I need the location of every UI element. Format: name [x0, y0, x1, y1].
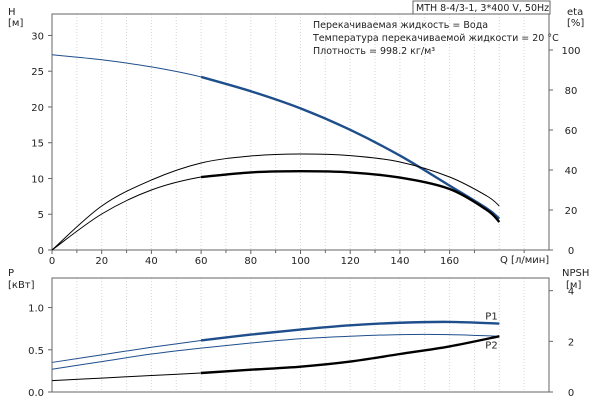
eta-tick-label: 80	[565, 86, 578, 97]
h-tick-label: 0	[38, 246, 44, 257]
info-line-fluid: Перекачиваемая жидкость = Вода	[313, 20, 488, 31]
p-axis-label: P	[8, 268, 14, 279]
eta-axis-label: eta	[567, 7, 583, 18]
npsh-tick-label: 0	[568, 388, 574, 399]
bottom-curves	[51, 320, 500, 382]
x-tick-label: 40	[145, 256, 158, 267]
series-line-1	[51, 333, 500, 370]
series-line-0-duty	[200, 320, 500, 342]
npsh-axis-label: NPSH	[562, 268, 589, 279]
series-line-2-duty	[200, 169, 501, 223]
top-x-ticks: 0 20 40 60 80 100 120 140 160	[49, 250, 525, 267]
x-tick-label: 120	[341, 256, 360, 267]
npsh-tick-label: 2	[568, 337, 574, 348]
bottom-panel: 0.0 0.5 1.0 0 2 4 P [кВт] NPSH [м] P1 P2	[8, 268, 589, 399]
npsh-tick-label: 4	[568, 287, 574, 298]
x-tick-label: 160	[440, 256, 459, 267]
title-box	[412, 0, 551, 15]
top-curves	[51, 54, 501, 251]
p-tick-label: 0.5	[28, 346, 44, 357]
eta-tick-label: 0	[568, 246, 574, 257]
q-axis-label: Q [л/мин]	[500, 255, 549, 266]
h-tick-label: 25	[31, 67, 44, 78]
chart-title: MTH 8-4/3-1, 3*400 V, 50Hz	[416, 3, 549, 14]
x-tick-label: 20	[95, 256, 108, 267]
eta-axis-unit: [%]	[567, 18, 584, 29]
x-tick-label: 0	[49, 256, 55, 267]
h-tick-label: 10	[31, 174, 44, 185]
series-line-2-duty	[201, 335, 500, 375]
h-axis-unit: [м]	[8, 18, 23, 29]
bottom-y-left-ticks: 0.0 0.5 1.0	[28, 304, 52, 399]
series-label-p2: P2	[485, 340, 497, 351]
series-line-0	[51, 54, 500, 219]
top-y-left-ticks: 0 5 10 15 20 25 30	[31, 31, 52, 257]
eta-tick-label: 100	[561, 46, 580, 57]
eta-tick-label: 60	[565, 126, 578, 137]
p-tick-label: 0.0	[28, 388, 44, 399]
top-y-right-ticks: 0 20 40 60 80 100	[549, 46, 581, 257]
h-tick-label: 20	[31, 103, 44, 114]
h-tick-label: 15	[31, 139, 44, 150]
h-tick-label: 5	[38, 210, 44, 221]
npsh-axis-unit: [м]	[566, 280, 581, 291]
h-axis-label: H	[8, 7, 16, 18]
series-label-p1: P1	[485, 312, 497, 323]
top-panel: 0 20 40 60 80 100 120 140 160 0 5 10 15 20 25 30 0 20 40…	[8, 0, 584, 267]
top-grid	[76, 14, 525, 250]
x-tick-label: 60	[195, 256, 208, 267]
p-axis-unit: [кВт]	[8, 280, 35, 291]
bottom-plot-frame	[51, 277, 550, 393]
bottom-series-labels: P1 P2	[485, 312, 497, 352]
h-tick-label: 30	[31, 31, 44, 42]
bottom-y-right-ticks: 0 2 4	[549, 287, 574, 399]
eta-tick-label: 40	[565, 166, 578, 177]
p-tick-label: 1.0	[28, 304, 44, 315]
info-line-density: Плотность = 998.2 кг/м³	[313, 46, 435, 57]
x-tick-label: 80	[244, 256, 257, 267]
info-line-temperature: Температура перекачиваемой жидкости = 20…	[312, 33, 559, 44]
series-line-1	[51, 153, 500, 251]
x-tick-label: 140	[390, 256, 409, 267]
x-tick-label: 100	[291, 256, 310, 267]
eta-tick-label: 20	[565, 206, 578, 217]
